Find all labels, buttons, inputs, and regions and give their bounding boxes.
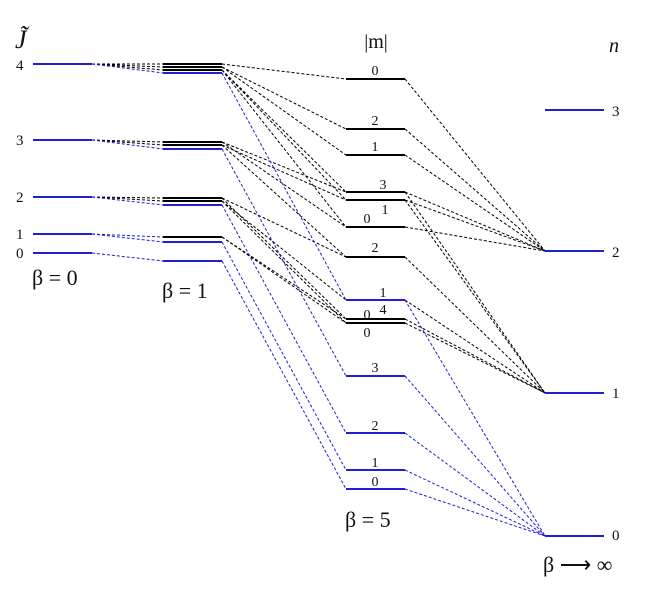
connectors-beta0-beta1 bbox=[91, 63, 164, 202]
levels-beta0 bbox=[33, 63, 92, 254]
n-label-0: 0 bbox=[612, 528, 620, 544]
m-label-l14: 0 bbox=[372, 475, 379, 490]
connectors-beta1-beta5-blue bbox=[221, 72, 347, 490]
n-label-2: 2 bbox=[612, 245, 620, 261]
j-label-3: 3 bbox=[16, 133, 24, 149]
m-label-l2: 1 bbox=[372, 140, 379, 155]
connectors-beta5-betainf-blue bbox=[404, 299, 546, 537]
j-tilde-axis-label: J̃ bbox=[15, 25, 30, 54]
beta-inf-label: β ⟶ ∞ bbox=[543, 552, 612, 577]
j-label-1: 1 bbox=[16, 227, 24, 243]
beta-5-label: β = 5 bbox=[345, 507, 391, 532]
m-label-l4: 1 bbox=[382, 203, 389, 218]
connectors-beta0-beta1-blue bbox=[91, 63, 164, 262]
m-abs-axis-label: |m| bbox=[364, 31, 388, 53]
levels-beta5 bbox=[346, 78, 405, 490]
levels-betainf bbox=[545, 109, 604, 537]
m-label-l7: 1 bbox=[380, 286, 387, 301]
m-label-l10: 0 bbox=[364, 326, 371, 341]
n-axis-label: n bbox=[609, 35, 619, 57]
m-label-l3: 3 bbox=[380, 178, 387, 193]
j-label-0: 0 bbox=[16, 246, 24, 262]
j-label-2: 2 bbox=[16, 190, 24, 206]
connectors-beta1-beta5-black bbox=[221, 63, 347, 324]
m-label-l12: 2 bbox=[372, 419, 379, 434]
m-label-l0: 0 bbox=[372, 64, 379, 79]
connectors-beta5-betainf-black bbox=[404, 78, 546, 394]
levels-beta1 bbox=[163, 63, 222, 262]
m-label-l11: 3 bbox=[372, 361, 379, 376]
m-label-l1: 2 bbox=[372, 114, 379, 129]
m-label-l6: 2 bbox=[372, 241, 379, 256]
m-label-l13: 1 bbox=[372, 456, 379, 471]
j-label-4: 4 bbox=[16, 58, 24, 74]
m-label-l8: 4 bbox=[380, 303, 387, 318]
m-label-l5: 0 bbox=[364, 212, 371, 227]
m-label-l9: 0 bbox=[364, 308, 371, 323]
n-label-3: 3 bbox=[612, 104, 620, 120]
n-label-1: 1 bbox=[612, 386, 620, 402]
beta-0-label: β = 0 bbox=[32, 265, 78, 290]
beta-1-label: β = 1 bbox=[162, 278, 208, 303]
